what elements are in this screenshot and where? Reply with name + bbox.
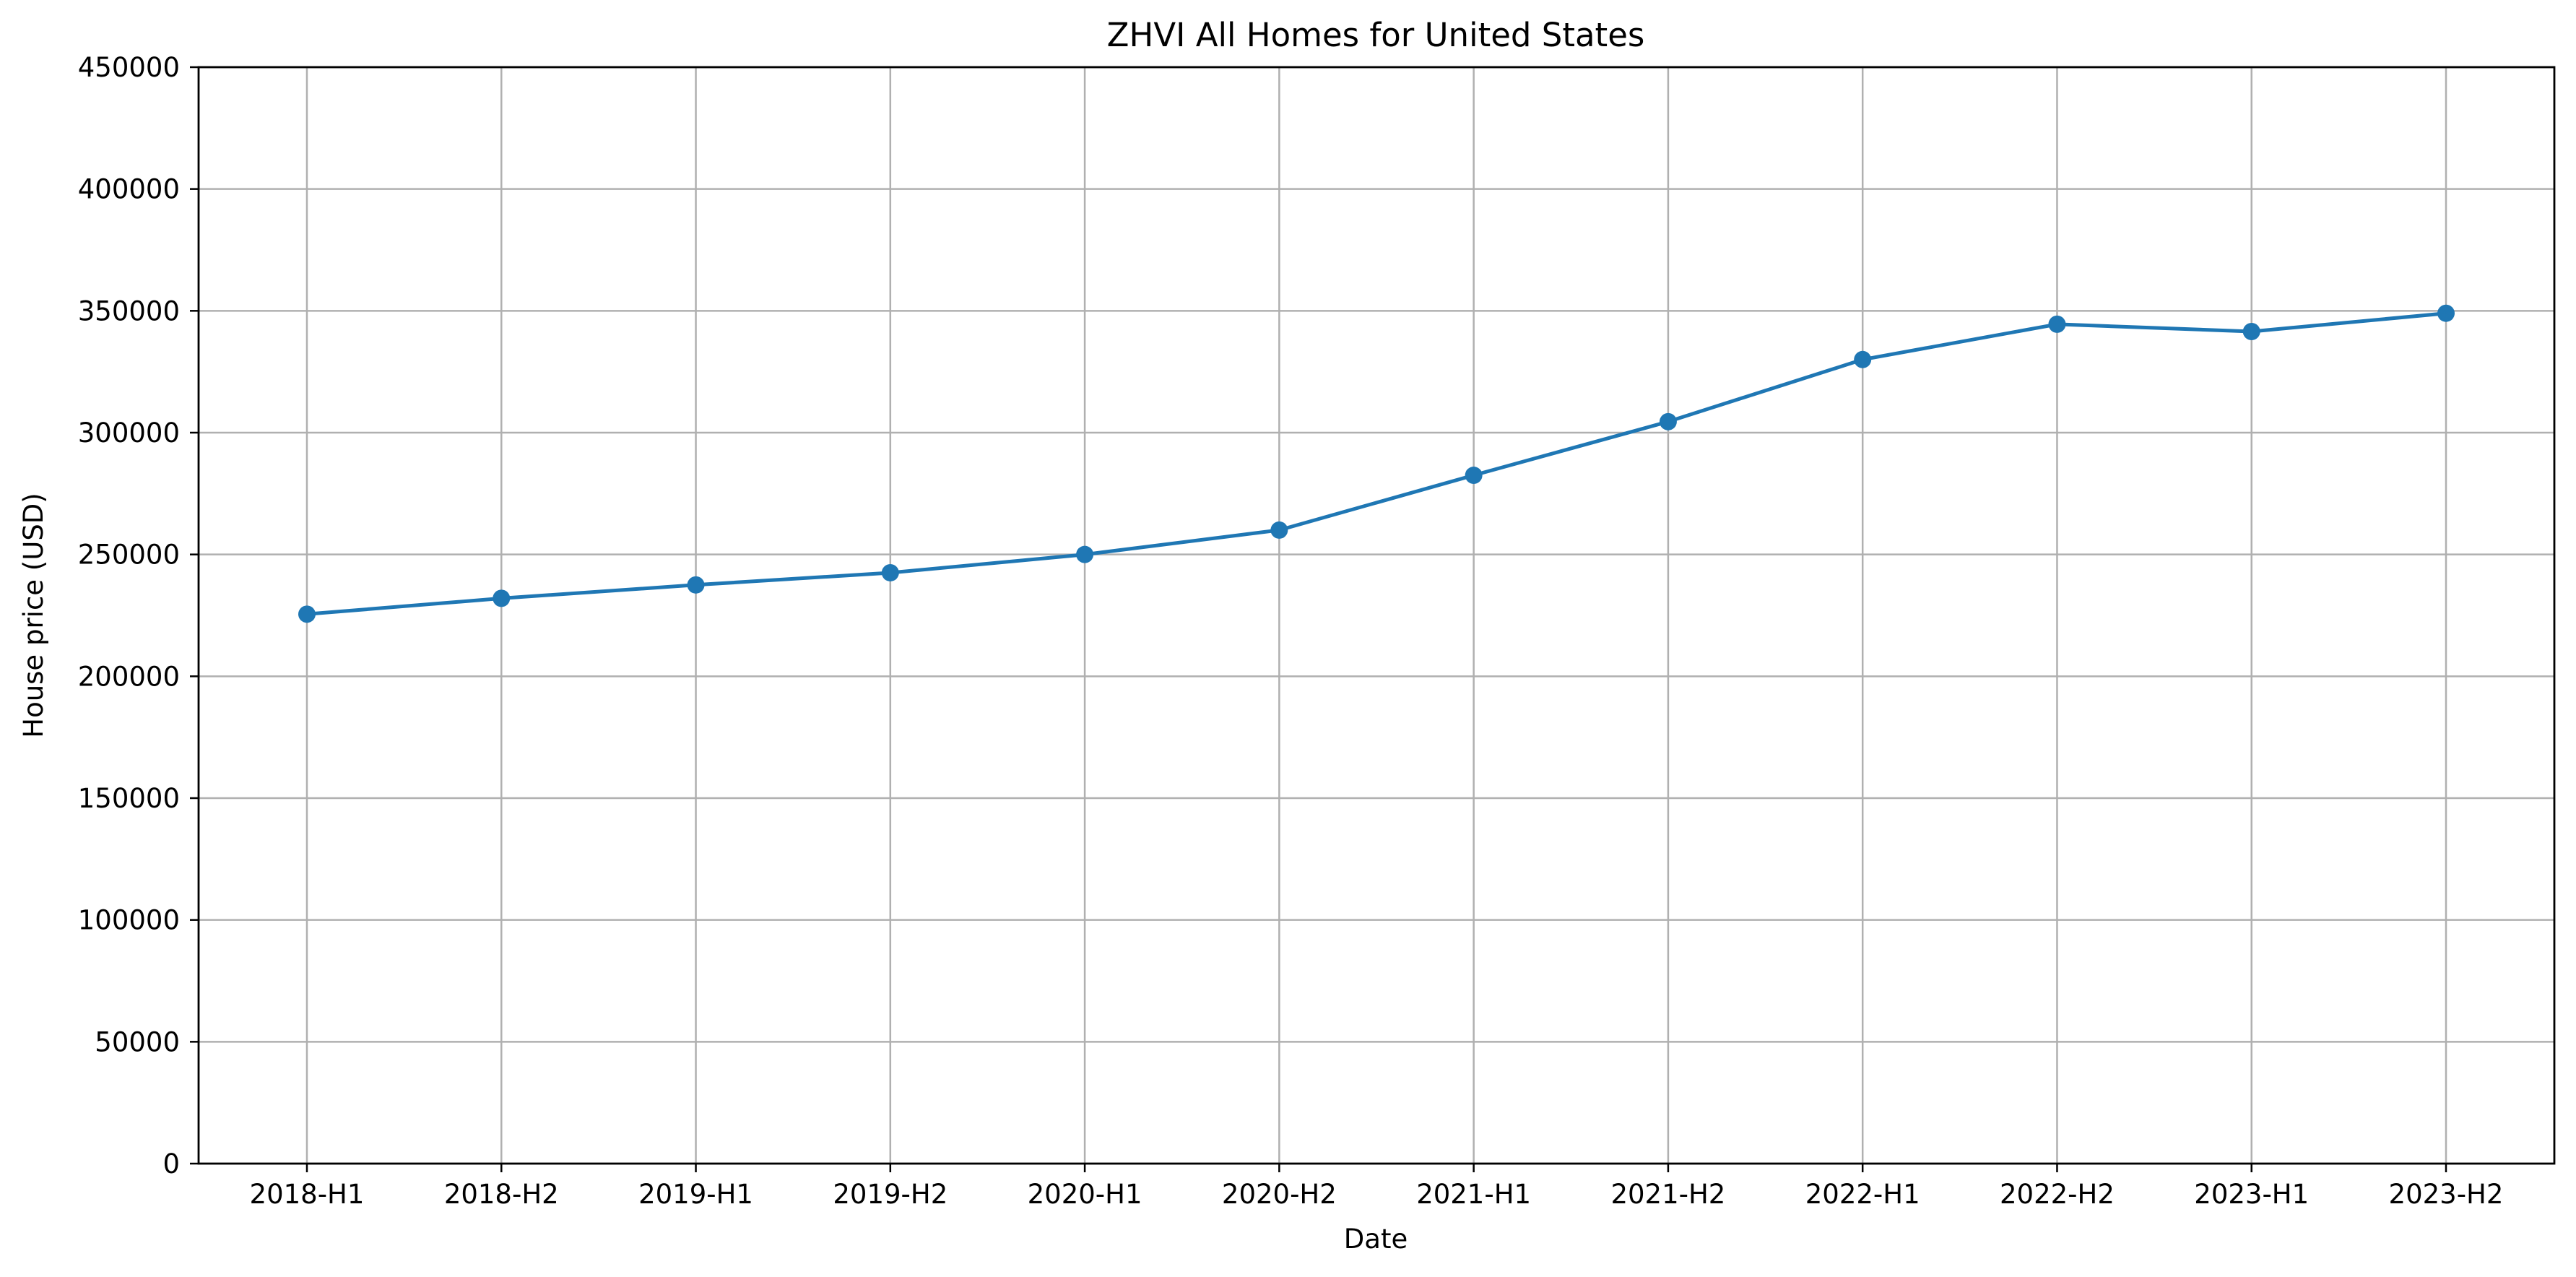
x-tick-label: 2020-H1 — [1028, 1179, 1142, 1210]
plot-frame — [197, 66, 2556, 1165]
data-point — [298, 605, 316, 623]
x-tick-label: 2023-H1 — [2194, 1179, 2309, 1210]
x-axis-label: Date — [1344, 1224, 1408, 1255]
data-point — [1076, 545, 1094, 563]
data-point — [1465, 467, 1483, 485]
x-tick-label: 2022-H2 — [2000, 1179, 2115, 1210]
data-point — [1854, 350, 1872, 368]
chart-title: ZHVI All Homes for United States — [1107, 16, 1645, 54]
y-tick-label: 400000 — [78, 174, 180, 205]
data-point — [881, 563, 899, 581]
data-point — [2242, 323, 2260, 341]
y-tick-label: 200000 — [78, 661, 180, 692]
data-point — [687, 576, 705, 594]
y-tick-label: 0 — [162, 1148, 180, 1179]
y-axis-label: House price (USD) — [18, 493, 49, 738]
y-axis-ticks: 0 50000 100000 150000 200000 250000 300000 3500… — [78, 52, 199, 1179]
x-tick-label: 2021-H1 — [1416, 1179, 1531, 1210]
y-tick-label: 50000 — [95, 1026, 180, 1057]
y-tick-label: 450000 — [78, 52, 180, 83]
x-tick-label: 2023-H2 — [2389, 1179, 2504, 1210]
y-tick-label: 150000 — [78, 783, 180, 814]
x-tick-label: 2019-H2 — [833, 1179, 947, 1210]
data-point — [2048, 315, 2066, 333]
y-tick-label: 250000 — [78, 540, 180, 571]
x-tick-label: 2021-H2 — [1610, 1179, 1725, 1210]
y-tick-label: 100000 — [78, 905, 180, 936]
x-tick-label: 2020-H2 — [1222, 1179, 1337, 1210]
grid — [199, 66, 2554, 1165]
data-point — [493, 589, 511, 607]
series-line — [305, 311, 2448, 616]
data-point — [2437, 304, 2455, 322]
y-tick-label: 350000 — [78, 295, 180, 326]
y-tick-label: 300000 — [78, 417, 180, 449]
x-tick-label: 2018-H1 — [250, 1179, 365, 1210]
data-point — [1270, 521, 1288, 539]
x-tick-label: 2019-H1 — [638, 1179, 753, 1210]
x-axis-ticks: 2018-H1 2018-H2 2019-H1 2019-H2 2020-H1 2020-… — [250, 1164, 2504, 1210]
series-layer — [298, 304, 2455, 623]
x-tick-label: 2018-H2 — [444, 1179, 559, 1210]
data-point — [1659, 412, 1677, 430]
x-tick-label: 2022-H1 — [1805, 1179, 1920, 1210]
